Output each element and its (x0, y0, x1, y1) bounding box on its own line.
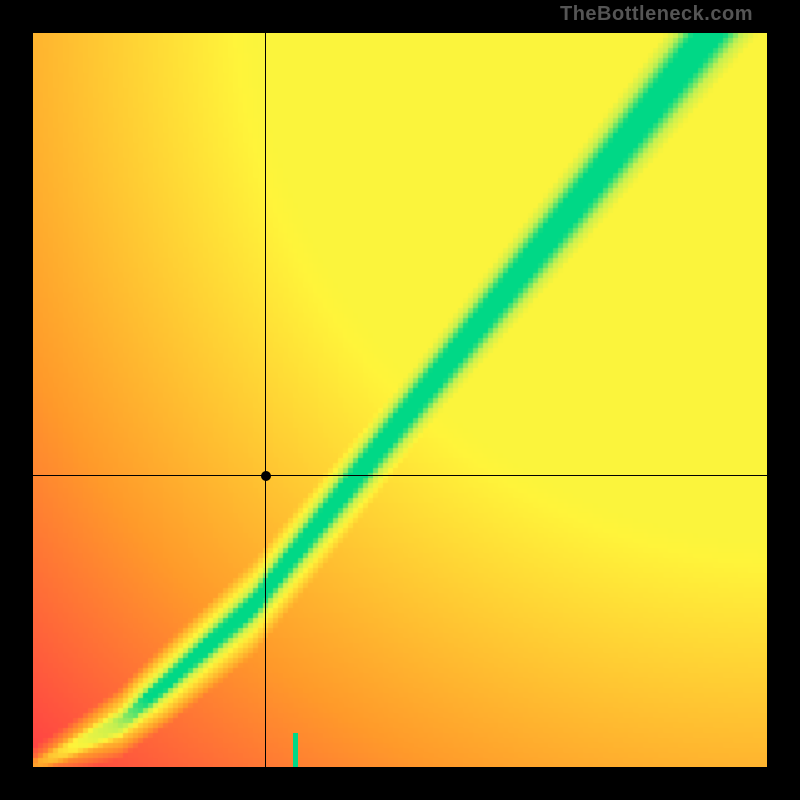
crosshair-vertical (265, 33, 266, 767)
bottleneck-heatmap (33, 33, 767, 767)
crosshair-point (261, 471, 271, 481)
crosshair-horizontal (33, 475, 767, 476)
x-axis-marker (293, 733, 298, 767)
watermark-text: TheBottleneck.com (560, 3, 753, 26)
